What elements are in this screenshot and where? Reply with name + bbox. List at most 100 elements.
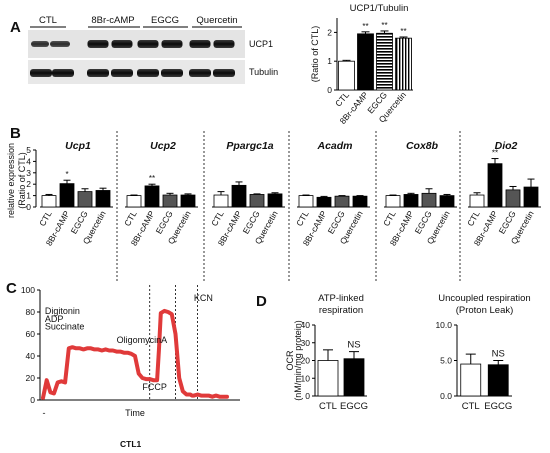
annotation-label: ADP xyxy=(45,314,64,324)
gene-title: Dio2 xyxy=(495,140,518,152)
relative-expression-chart: 01 23 45 relative expression (Ratio of CTL) U… xyxy=(6,131,541,282)
ucp1-band xyxy=(50,41,70,47)
bar xyxy=(376,32,393,91)
y-tick-label: 0 xyxy=(30,395,35,405)
bar xyxy=(395,37,412,91)
category-label: EGCG xyxy=(484,401,512,412)
uncoupled-chart: 0.0 5.0 10.0 Uncoupled respiration(Proton L… xyxy=(435,293,530,412)
chart-title: UCP1/Tubulin xyxy=(350,3,409,14)
y-tick-label: 80 xyxy=(26,307,36,317)
ucp1-band xyxy=(31,41,49,47)
y-tick-label: 5.0 xyxy=(440,356,452,366)
category-label: CTL xyxy=(465,209,482,228)
y-axis-label: (Ratio of CTL) xyxy=(17,152,27,209)
chart-title: ATP-linked xyxy=(318,293,364,304)
panel-letter-b: B xyxy=(10,125,21,142)
ucp1-band xyxy=(87,40,109,48)
category-label: CTL xyxy=(462,401,480,412)
ucp1-band xyxy=(161,40,183,48)
bar xyxy=(460,363,482,397)
bar xyxy=(95,190,111,208)
tubulin-band xyxy=(137,69,159,77)
blot-lane-label: 8Br-cAMP xyxy=(91,15,134,26)
ucp1-band xyxy=(213,40,235,48)
blot-band-label: UCP1 xyxy=(249,39,273,49)
y-tick-label: 0.0 xyxy=(440,391,452,401)
y-axis-label: (nM/min/mg protein) xyxy=(293,320,303,401)
annotation-label: Succinate xyxy=(45,322,85,332)
y-tick-label: 60 xyxy=(26,329,36,339)
footer-label: CTL1 xyxy=(120,439,142,449)
category-label: CTL xyxy=(319,401,337,412)
annotation-label: Digitonin xyxy=(45,306,80,316)
blot-lane-label: EGCG xyxy=(151,15,179,26)
ucp1-band xyxy=(189,40,211,48)
y-tick-label: 1 xyxy=(26,191,31,201)
y-tick-label: 3 xyxy=(26,168,31,178)
category-label: CTL xyxy=(381,209,398,228)
bar xyxy=(357,33,374,91)
tubulin-band xyxy=(30,69,52,77)
y-tick-label: 1 xyxy=(327,56,332,66)
ucp1-band xyxy=(111,40,133,48)
y-tick-label: 5 xyxy=(26,145,31,155)
bar xyxy=(41,195,57,208)
significance-label: NS xyxy=(492,349,505,360)
significance-label: * xyxy=(65,170,68,179)
bar xyxy=(249,194,265,208)
chart-title: (Proton Leak) xyxy=(456,305,514,316)
panel-letter-a: A xyxy=(10,19,21,36)
category-label: CTL xyxy=(37,209,54,228)
bar xyxy=(144,185,160,208)
tubulin-band xyxy=(189,69,211,77)
significance-label: ** xyxy=(149,174,155,183)
gene-title: Ppargc1a xyxy=(226,140,273,152)
bar xyxy=(162,194,178,208)
y-tick-label: 20 xyxy=(301,356,311,366)
y-tick-label: 0 xyxy=(305,391,310,401)
bar xyxy=(316,196,332,208)
y-tick-label: 40 xyxy=(301,320,311,330)
y-tick-label: 30 xyxy=(301,338,311,348)
category-label: CTL xyxy=(294,209,311,228)
category-label: CTL xyxy=(122,209,139,228)
chart-title: Uncoupled respiration xyxy=(438,293,530,304)
bar xyxy=(59,183,75,208)
y-tick-label: 40 xyxy=(26,351,36,361)
y-tick-label: 2 xyxy=(26,179,31,189)
bar xyxy=(469,194,485,208)
y-tick-label: 20 xyxy=(26,373,36,383)
significance-label: ** xyxy=(492,149,498,158)
panel-letter-c: C xyxy=(6,280,17,297)
bar xyxy=(213,194,229,208)
western-blot: CTL 8Br-cAMP EGCG Quercetin UCP1 Tubulin xyxy=(28,15,278,84)
bar xyxy=(298,195,314,208)
tubulin-band xyxy=(87,69,109,77)
ucp1-band xyxy=(137,40,159,48)
bar xyxy=(385,195,401,208)
y-tick-label: 0 xyxy=(327,85,332,95)
annotation-label: KCN xyxy=(194,293,213,303)
y-tick-label: 2 xyxy=(327,27,332,37)
chart-title: respiration xyxy=(319,305,363,316)
category-label: EGCG xyxy=(340,401,368,412)
y-axis-label: relative expression xyxy=(6,143,16,218)
y-tick-label: 4 xyxy=(26,156,31,166)
significance-label: ** xyxy=(381,21,387,30)
bar xyxy=(338,60,355,91)
tubulin-band xyxy=(161,69,183,77)
bar xyxy=(352,195,368,208)
tubulin-band xyxy=(213,69,235,77)
annotation-label: OligomycinA xyxy=(117,335,168,345)
y-tick-label: 10 xyxy=(301,373,311,383)
bar xyxy=(77,191,93,208)
bar xyxy=(421,192,437,208)
gene-title: Cox8b xyxy=(406,140,439,152)
blot-lane-label: CTL xyxy=(39,15,57,26)
y-axis-label: OCR xyxy=(285,350,295,371)
gene-title: Acadm xyxy=(316,140,352,152)
annotation-label: FCCP xyxy=(142,382,167,392)
